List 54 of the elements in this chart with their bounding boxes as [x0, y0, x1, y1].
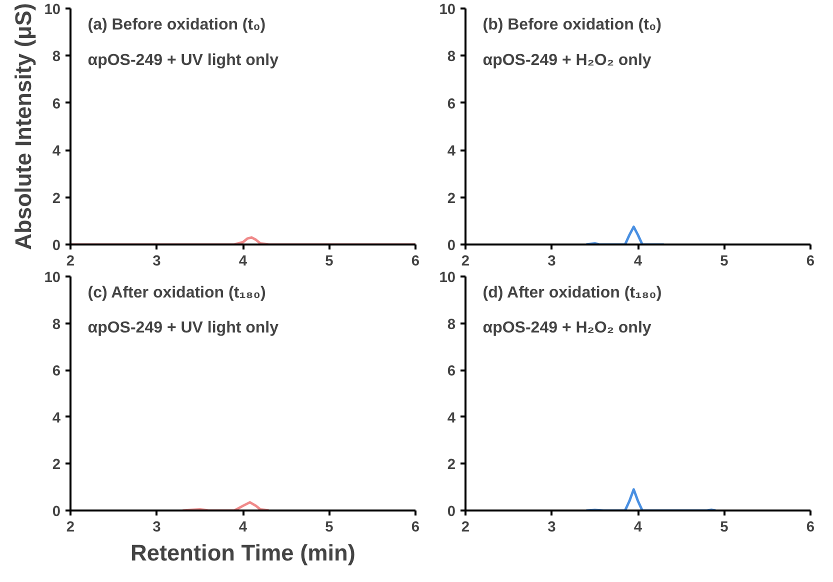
- y-tick-label: 6: [447, 364, 456, 380]
- x-tick-label: 3: [548, 254, 556, 270]
- x-tick-label: 6: [806, 254, 815, 270]
- y-tick-label: 0: [52, 238, 61, 254]
- y-tick-label: 2: [447, 190, 456, 207]
- x-tick-label: 2: [66, 254, 75, 270]
- y-tick-label: 8: [447, 316, 456, 333]
- text: (d) After oxidation (t₁₈₀): [482, 284, 662, 302]
- y-tick-label: 8: [52, 316, 61, 333]
- y-tick-label: 0: [447, 238, 456, 254]
- x-tick-label: 5: [325, 254, 334, 270]
- y-tick-label: 4: [447, 144, 456, 160]
- y-tick-label: 8: [447, 49, 456, 66]
- y-tick-label: 2: [52, 190, 61, 207]
- text: αpOS-249 + H₂O₂ only: [482, 319, 652, 336]
- text: (c) After oxidation (t₁₈₀): [88, 284, 266, 302]
- y-tick-label: 2: [52, 457, 61, 474]
- y-tick-label: 0: [52, 504, 61, 520]
- x-tick-label: 4: [238, 520, 248, 536]
- y-tick-label: 10: [44, 270, 61, 286]
- y-tick-label: 4: [52, 144, 62, 160]
- x-tick-label: 3: [152, 254, 161, 270]
- y-tick-label: 0: [447, 504, 456, 520]
- x-tick-label: 5: [325, 520, 334, 536]
- text: αpOS-249 + UV light only: [88, 52, 279, 69]
- y-axis-title: Absolute Intensity (μS): [10, 3, 36, 250]
- x-tick-label: 2: [66, 520, 75, 536]
- x-tick-label: 4: [634, 254, 643, 270]
- x-tick-label: 2: [461, 254, 470, 270]
- y-tick-label: 6: [52, 364, 61, 380]
- y-tick-label: 6: [447, 96, 456, 112]
- x-tick-label: 2: [461, 520, 470, 536]
- x-tick-label: 6: [806, 520, 815, 536]
- y-tick-label: 10: [44, 2, 61, 18]
- y-tick-label: 8: [52, 49, 61, 66]
- x-tick-label: 3: [548, 520, 556, 536]
- x-tick-label: 4: [634, 520, 643, 536]
- y-tick-label: 6: [52, 96, 61, 112]
- y-tick-label: 10: [439, 270, 456, 286]
- text: αpOS-249 + H₂O₂ only: [482, 52, 652, 69]
- x-tick-label: 6: [411, 520, 420, 536]
- x-tick-label: 6: [411, 254, 420, 270]
- text: αpOS-249 + UV light only: [88, 319, 279, 336]
- text: (b) Before oxidation (t₀): [482, 16, 662, 34]
- x-tick-label: 4: [238, 254, 248, 270]
- y-tick-label: 2: [447, 457, 456, 474]
- x-axis-title: Retention Time (min): [130, 540, 356, 566]
- y-tick-label: 4: [447, 410, 456, 426]
- x-tick-label: 5: [720, 254, 728, 270]
- x-tick-label: 3: [152, 520, 161, 536]
- y-tick-label: 10: [439, 2, 456, 18]
- text: (a) Before oxidation (t₀): [88, 16, 266, 34]
- x-tick-label: 5: [720, 520, 728, 536]
- y-tick-label: 4: [52, 410, 62, 426]
